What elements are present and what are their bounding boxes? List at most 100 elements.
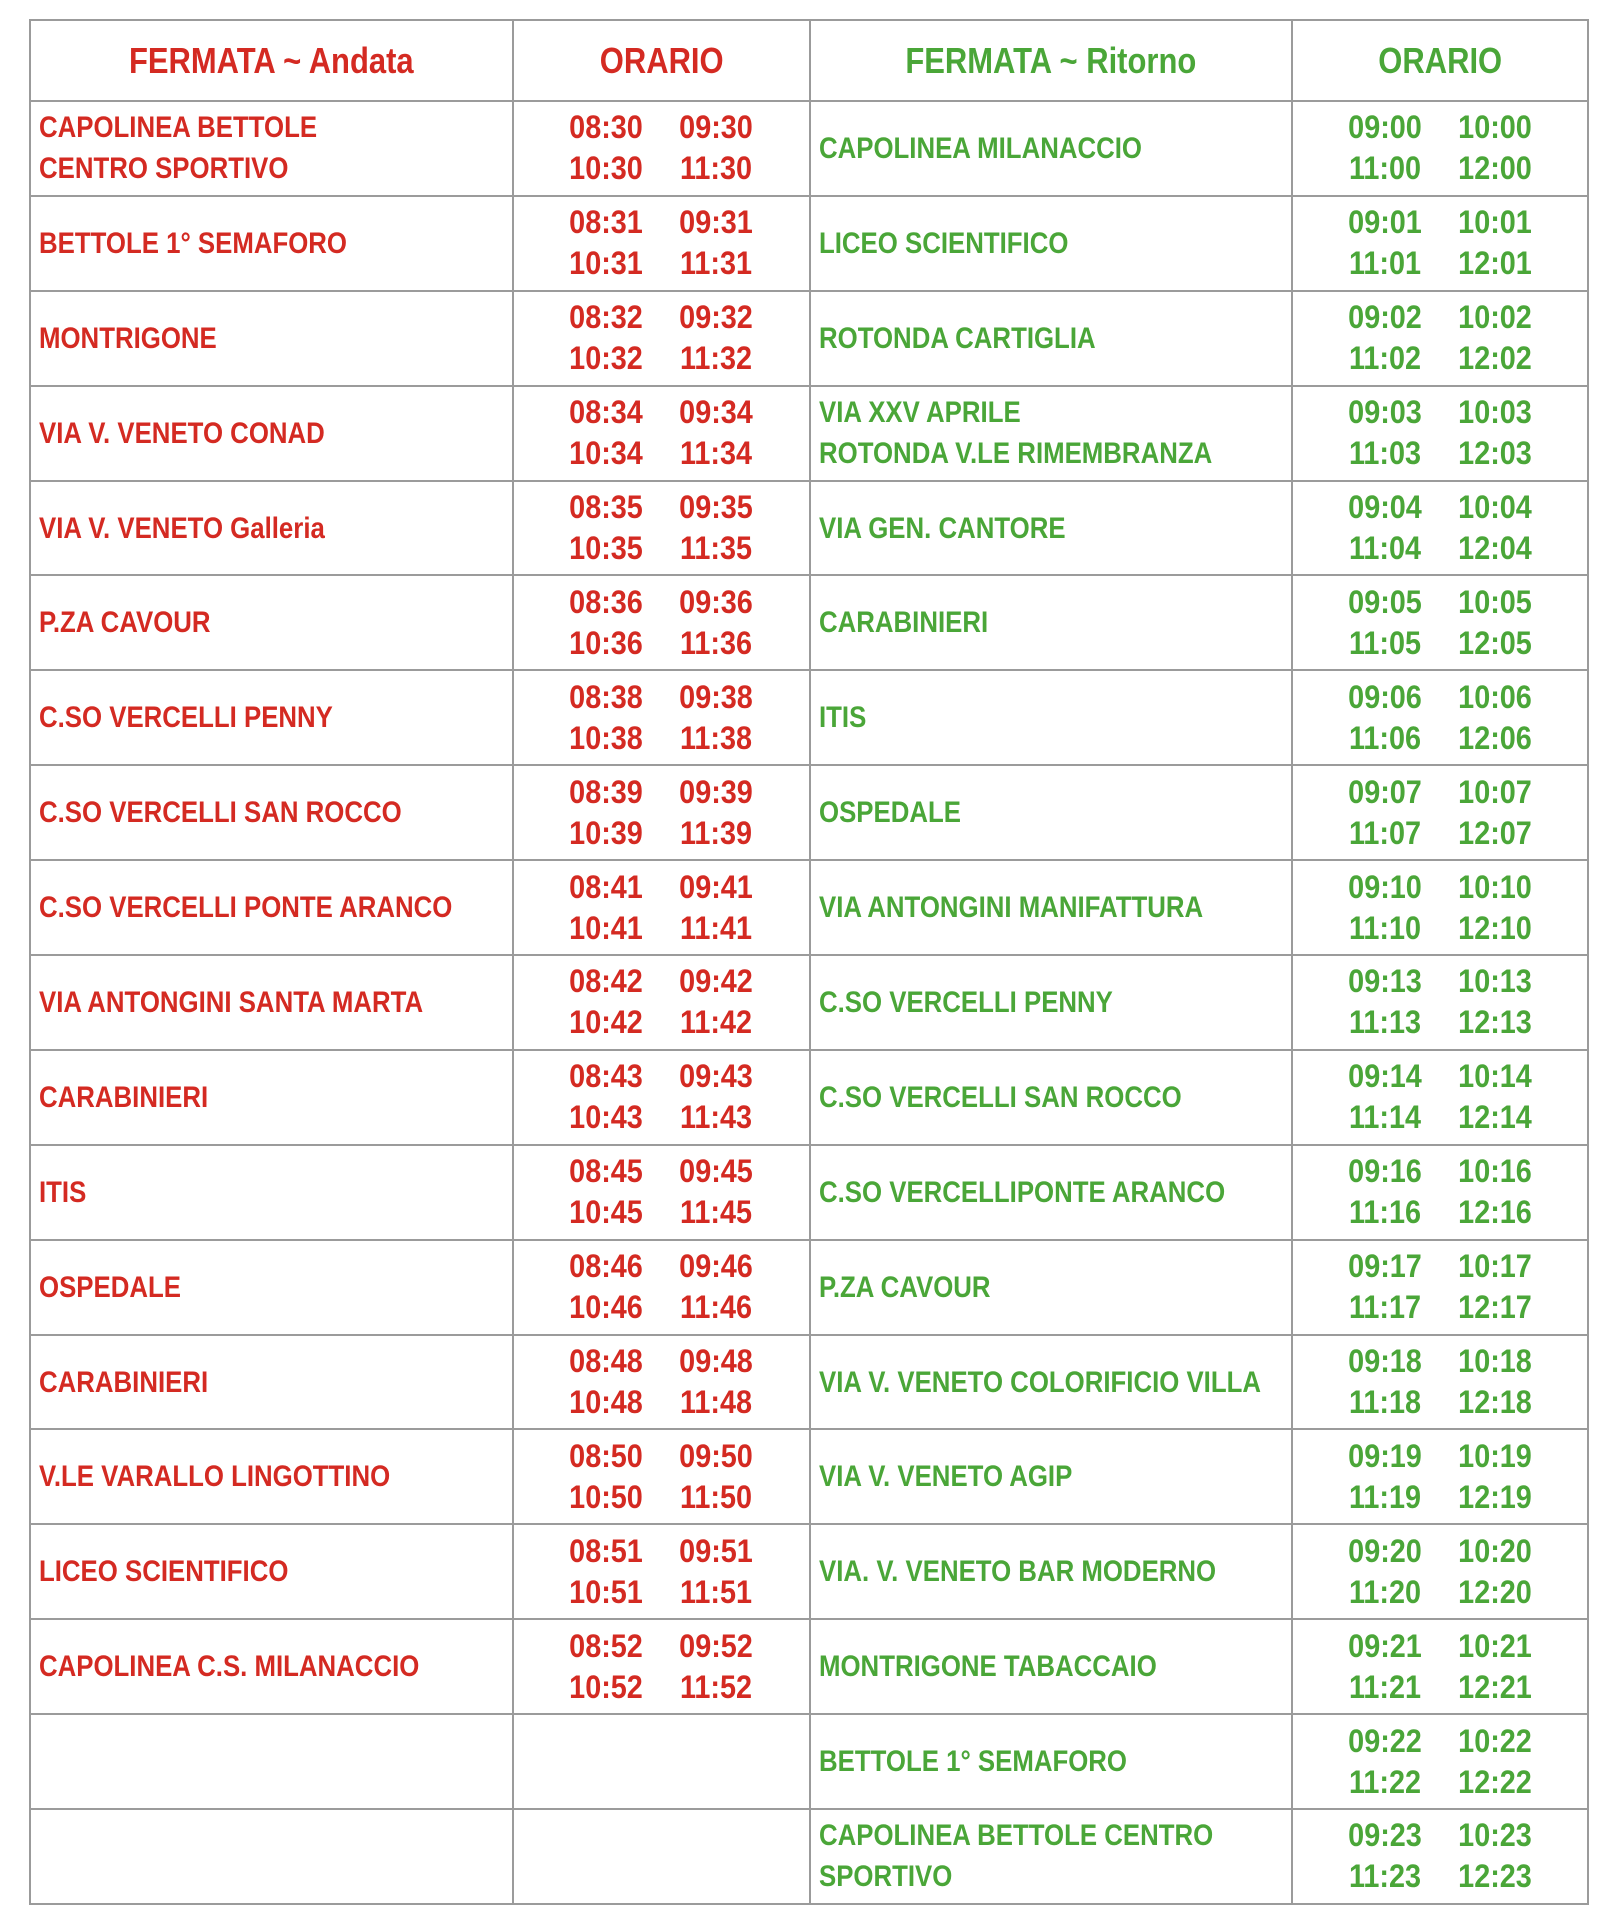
departure-time: 09:52: [679, 1627, 754, 1664]
orario-ritorno-cell: 09:23 10:23 11:23 12:23: [1290, 1808, 1590, 1905]
stop-ritorno-cell-line: VIA V. VENETO AGIP: [818, 1460, 1073, 1494]
orario-andata-cell: 08:46 09:46 10:46 11:46: [511, 1238, 811, 1336]
departure-time: 10:45: [569, 1194, 644, 1231]
orario-ritorno-cell: 09:20 10:20 11:20 12:20: [1290, 1523, 1590, 1621]
table-row: CAPOLINEA C.S. MILANACCIO 08:52 09:52 10:52…: [29, 1618, 1590, 1716]
stop-andata-cell: ITIS: [29, 1143, 514, 1241]
stop-ritorno-cell: OSPEDALE: [808, 764, 1293, 862]
orario-andata-cell: [511, 1713, 811, 1811]
departure-time: 11:20: [1348, 1573, 1421, 1610]
stop-ritorno-cell: VIA GEN. CANTORE: [808, 479, 1293, 577]
stop-ritorno-cell: CAPOLINEA BETTOLE CENTRO SPORTIVO: [808, 1808, 1293, 1905]
departure-time: 08:43: [569, 1058, 644, 1095]
stop-andata-cell: VIA V. VENETO CONAD: [29, 384, 514, 482]
stop-ritorno-cell: C.SO VERCELLI PENNY: [808, 954, 1293, 1051]
table-row: VIA V. VENETO CONAD 08:34 09:34 10:34 11:34 V…: [29, 384, 1590, 482]
stop-andata-cell-line: C.SO VERCELLI SAN ROCCO: [39, 796, 402, 830]
orario-andata-cell: 08:52 09:52 10:52 11:52: [511, 1618, 811, 1716]
orario-ritorno-cell: 09:01 10:01 11:01 12:01: [1290, 194, 1590, 292]
table-row: ITIS 08:45 09:45 10:45 11:45 C.SO VERCELLIPON…: [29, 1143, 1590, 1241]
table-row: CAPOLINEA BETTOLE CENTRO SPORTIVO 09:23 10:…: [29, 1808, 1590, 1905]
departure-time: 10:38: [569, 719, 644, 756]
departure-time: 12:22: [1457, 1763, 1532, 1800]
table-row: MONTRIGONE 08:32 09:32 10:32 11:32 ROTONDA CA…: [29, 289, 1590, 387]
departure-time: 09:18: [1347, 1343, 1422, 1380]
departure-time: 10:32: [569, 340, 644, 377]
stop-andata-cell-line: VIA V. VENETO Galleria: [39, 511, 325, 545]
departure-time: 11:43: [680, 1099, 753, 1136]
departure-time: 08:42: [569, 963, 644, 1000]
departure-time: 10:30: [569, 150, 644, 187]
departure-time: 10:23: [1457, 1817, 1532, 1854]
departure-time: 09:41: [679, 868, 754, 905]
stop-andata-cell-line: VIA ANTONGINI SANTA MARTA: [39, 985, 424, 1019]
departure-time: 11:30: [680, 150, 753, 187]
orario-andata-cell: 08:31 09:31 10:31 11:31: [511, 194, 811, 292]
departure-time: 11:22: [1348, 1763, 1421, 1800]
stop-andata-cell-line: MONTRIGONE: [39, 321, 217, 355]
stop-andata-cell: C.SO VERCELLI PONTE ARANCO: [29, 859, 514, 957]
departure-time: 11:01: [1348, 245, 1421, 282]
header-row: FERMATA ~ Andata ORARIO FERMATA ~ Ritorn…: [29, 19, 1590, 102]
stop-ritorno-cell: CARABINIERI: [808, 574, 1293, 672]
departure-time: 08:35: [569, 489, 644, 525]
orario-ritorno-cell: 09:16 10:16 11:16 12:16: [1290, 1143, 1590, 1241]
departure-time: 11:21: [1348, 1668, 1421, 1705]
departure-time: 11:51: [680, 1573, 753, 1610]
departure-time: 11:45: [680, 1194, 753, 1231]
departure-time: 11:02: [1348, 340, 1421, 377]
stop-andata-cell: MONTRIGONE: [29, 289, 514, 387]
departure-time: 12:18: [1457, 1384, 1532, 1421]
departure-time: 10:35: [569, 530, 644, 566]
departure-time: 11:34: [680, 435, 753, 472]
orario-andata-cell: 08:32 09:32 10:32 11:32: [511, 289, 811, 387]
stop-ritorno-cell-line: VIA GEN. CANTORE: [818, 511, 1066, 545]
departure-time: 09:51: [679, 1532, 754, 1569]
departure-time: 10:46: [569, 1289, 644, 1326]
departure-time: 12:14: [1457, 1099, 1532, 1136]
departure-time: 11:00: [1348, 150, 1421, 187]
table-row: BETTOLE 1° SEMAFORO 09:22 10:22 11:22 12:22: [29, 1713, 1590, 1811]
orario-ritorno-cell: 09:19 10:19 11:19 12:19: [1290, 1428, 1590, 1526]
stop-ritorno-cell-line: VIA V. VENETO COLORIFICIO VILLA: [818, 1365, 1261, 1399]
departure-time: 12:13: [1457, 1004, 1532, 1041]
departure-time: 11:14: [1348, 1099, 1421, 1136]
departure-time: 12:19: [1457, 1478, 1532, 1515]
stop-ritorno-cell: VIA ANTONGINI MANIFATTURA: [808, 859, 1293, 957]
stop-andata-cell-line: LICEO SCIENTIFICO: [39, 1555, 289, 1589]
departure-time: 11:32: [680, 340, 753, 377]
orario-andata-cell: 08:42 09:42 10:42 11:42: [511, 954, 811, 1051]
departure-time: 10:17: [1457, 1248, 1532, 1285]
departure-time: 10:03: [1457, 394, 1532, 431]
stop-andata-cell-line: V.LE VARALLO LINGOTTINO: [39, 1460, 391, 1494]
stop-ritorno-cell: ITIS: [808, 669, 1293, 767]
stop-andata-cell: [29, 1808, 514, 1905]
header-orario-ritorno-label: ORARIO: [1377, 39, 1502, 81]
departure-time: 11:19: [1348, 1478, 1421, 1515]
departure-time: 10:13: [1457, 963, 1532, 1000]
orario-ritorno-cell: 09:03 10:03 11:03 12:03: [1290, 384, 1590, 482]
stop-ritorno-cell: VIA V. VENETO COLORIFICIO VILLA: [808, 1333, 1293, 1431]
orario-ritorno-cell: 09:14 10:14 11:14 12:14: [1290, 1048, 1590, 1146]
orario-andata-cell: 08:50 09:50 10:50 11:50: [511, 1428, 811, 1526]
departure-time: 10:04: [1457, 489, 1532, 525]
departure-time: 08:50: [569, 1437, 644, 1474]
stop-ritorno-cell-line: OSPEDALE: [818, 796, 961, 830]
orario-andata-cell: 08:45 09:45 10:45 11:45: [511, 1143, 811, 1241]
departure-time: 11:48: [680, 1384, 753, 1421]
orario-andata-cell: 08:51 09:51 10:51 11:51: [511, 1523, 811, 1621]
departure-time: 09:16: [1347, 1153, 1422, 1190]
stop-ritorno-cell: VIA. V. VENETO BAR MODERNO: [808, 1523, 1293, 1621]
departure-time: 08:38: [569, 678, 644, 715]
departure-time: 08:46: [569, 1248, 644, 1285]
departure-time: 09:17: [1347, 1248, 1422, 1285]
table-row: CARABINIERI 08:48 09:48 10:48 11:48 VIA V. VE…: [29, 1333, 1590, 1431]
departure-time: 10:20: [1457, 1532, 1532, 1569]
orario-andata-cell: 08:48 09:48 10:48 11:48: [511, 1333, 811, 1431]
departure-time: 10:07: [1457, 773, 1532, 810]
departure-time: 12:17: [1457, 1289, 1532, 1326]
departure-time: 09:32: [679, 299, 754, 336]
departure-time: 09:50: [679, 1437, 754, 1474]
orario-ritorno-cell: 09:07 10:07 11:07 12:07: [1290, 764, 1590, 862]
stop-andata-cell: V.LE VARALLO LINGOTTINO: [29, 1428, 514, 1526]
